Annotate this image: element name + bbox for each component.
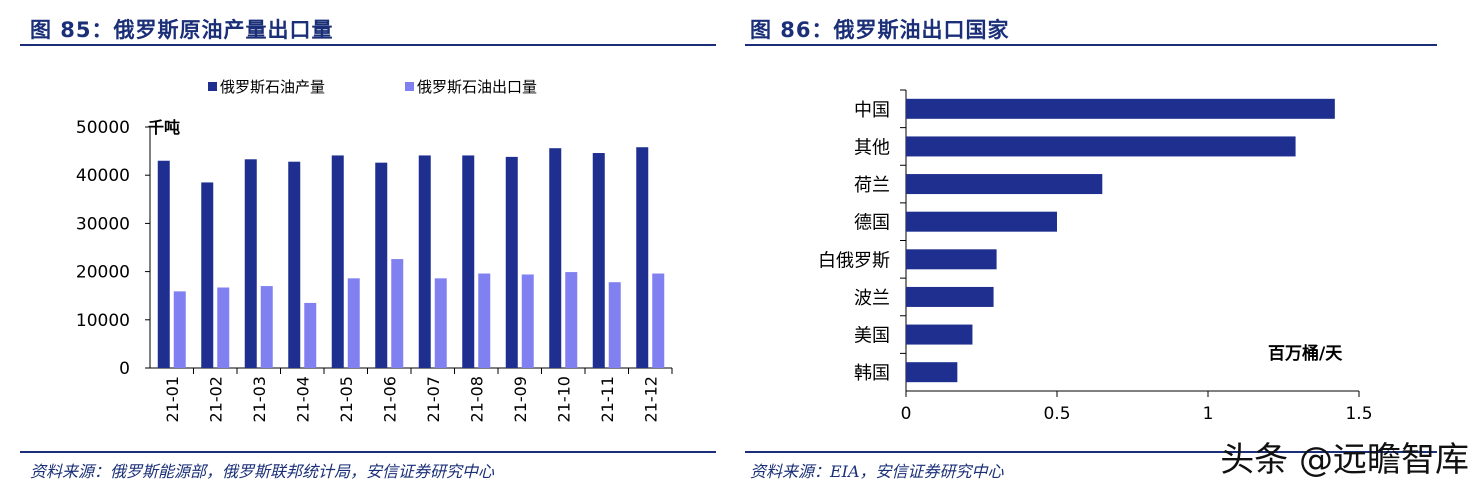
y-tick-label: 30000 xyxy=(76,214,130,234)
destination-bar xyxy=(906,136,1296,157)
export-bar xyxy=(391,259,404,368)
export-bar xyxy=(304,302,317,368)
y-tick-label: 美国 xyxy=(854,326,890,347)
production-bar xyxy=(418,155,431,368)
export-bar xyxy=(565,272,578,368)
figure-86-source: 资料来源：EIA，安信证券研究中心 xyxy=(750,462,1004,481)
destination-bar xyxy=(906,362,958,383)
export-bar xyxy=(521,274,534,368)
y-tick-label: 白俄罗斯 xyxy=(818,250,890,271)
y-tick-label: 50000 xyxy=(76,118,130,138)
production-bar xyxy=(592,153,605,368)
figure-85-source: 资料来源：俄罗斯能源部，俄罗斯联邦统计局，安信证券研究中心 xyxy=(30,462,495,481)
export-bar xyxy=(434,278,447,368)
x-tick-label: 1.5 xyxy=(1345,404,1372,424)
y-tick-label: 中国 xyxy=(854,100,890,121)
export-bar xyxy=(217,287,230,368)
production-bar xyxy=(636,147,649,368)
destination-bar xyxy=(906,249,997,270)
export-bar xyxy=(173,291,186,368)
source-rule xyxy=(20,451,716,453)
x-tick-label: 0.5 xyxy=(1043,404,1070,424)
production-bar xyxy=(288,161,301,368)
x-tick-label: 21-09 xyxy=(511,376,530,423)
source-rule xyxy=(745,451,1437,453)
title-rule xyxy=(20,44,716,46)
y-tick-label: 韩国 xyxy=(854,363,890,384)
production-bar xyxy=(331,155,344,368)
x-tick-label: 21-06 xyxy=(380,376,399,423)
x-tick-label: 21-02 xyxy=(206,376,225,423)
y-unit-label: 千吨 xyxy=(148,118,180,137)
production-bar xyxy=(375,162,388,368)
y-tick-label: 其他 xyxy=(854,137,890,158)
production-bar xyxy=(244,159,257,368)
x-tick-label: 0 xyxy=(901,404,912,424)
production-bar xyxy=(549,148,562,368)
watermark: 头条 @远瞻智库 xyxy=(1220,440,1469,480)
x-tick-label: 21-12 xyxy=(641,376,660,423)
right-chart-panel: 图 86：俄罗斯油出口国家 0 0.5 1 1.5 中国其他荷兰德国白俄罗斯波兰美国韩国… xyxy=(740,0,1483,489)
y-tick-label: 荷兰 xyxy=(854,175,890,196)
x-tick-label: 1 xyxy=(1203,404,1214,424)
y-tick-label: 10000 xyxy=(76,311,130,331)
x-tick-label: 21-05 xyxy=(337,376,356,423)
production-export-chart: 0 10000 20000 30000 40000 50000 千吨 俄罗斯石油产量 俄罗斯石油… xyxy=(76,78,673,423)
production-bar xyxy=(505,156,518,368)
export-bar xyxy=(478,273,491,368)
figure-85-title: 图 85：俄罗斯原油产量出口量 xyxy=(30,18,334,42)
y-tick-label: 波兰 xyxy=(854,288,890,309)
y-tick-label: 20000 xyxy=(76,263,130,283)
x-tick-label: 21-10 xyxy=(554,376,573,423)
x-tick-label: 21-01 xyxy=(163,376,182,423)
destination-bar xyxy=(906,98,1335,119)
export-bar xyxy=(608,282,621,368)
left-chart-panel: 图 85：俄罗斯原油产量出口量 0 10000 20000 30000 40000 500… xyxy=(0,0,740,489)
unit-label: 百万桶/天 xyxy=(1268,343,1343,364)
title-rule xyxy=(745,44,1437,46)
x-tick-label: 21-03 xyxy=(250,376,269,423)
legend-swatch xyxy=(405,82,414,91)
y-tick-label: 0 xyxy=(119,359,130,379)
x-tick-label: 21-04 xyxy=(293,376,312,423)
production-bar xyxy=(201,182,214,368)
legend-swatch xyxy=(208,82,217,91)
export-bar xyxy=(652,273,665,368)
destination-bar xyxy=(906,211,1057,232)
x-tick-label: 21-11 xyxy=(598,376,617,423)
production-bar xyxy=(157,160,170,368)
y-tick-label: 40000 xyxy=(76,166,130,186)
destination-bar xyxy=(906,286,994,307)
x-tick-label: 21-08 xyxy=(467,376,486,423)
destination-bar xyxy=(906,324,973,345)
y-tick-label: 德国 xyxy=(854,213,890,234)
legend-label: 俄罗斯石油出口量 xyxy=(417,78,537,96)
destination-bar xyxy=(906,174,1103,195)
export-bar xyxy=(347,278,360,368)
figure-86-title: 图 86：俄罗斯油出口国家 xyxy=(750,18,1010,42)
x-tick-label: 21-07 xyxy=(424,376,443,423)
production-bar xyxy=(462,155,475,368)
legend-label: 俄罗斯石油产量 xyxy=(220,78,325,96)
export-bar xyxy=(260,286,273,368)
